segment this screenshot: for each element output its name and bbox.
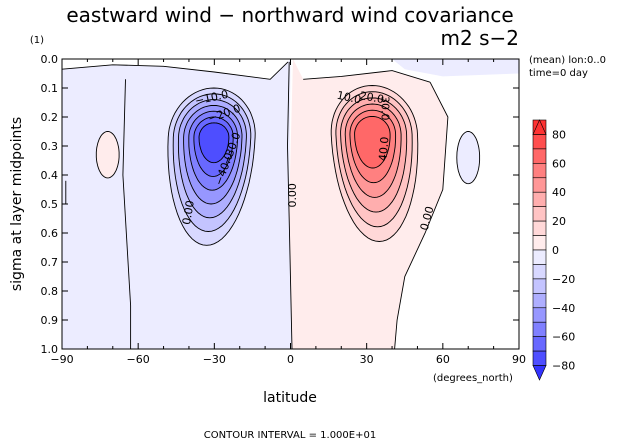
- colorbar-tick-label: 60: [552, 157, 566, 170]
- y-tick-label: 1.0: [41, 343, 59, 356]
- neg-contour-20: [172, 93, 252, 232]
- contour-label-8: 0.00: [180, 199, 197, 225]
- contour-fill-bands: [62, 59, 519, 349]
- contour-label-6: 30.0: [378, 96, 391, 121]
- pos-contour-30: [340, 97, 408, 213]
- neg-band-70: [199, 122, 229, 163]
- colorbar-segment: [532, 206, 547, 222]
- zero-contour-1: [394, 81, 449, 350]
- y-tick-label: 0.4: [41, 169, 59, 182]
- colorbar-segment: [532, 163, 547, 179]
- cell-west-positive: [95, 131, 120, 179]
- x-tick-label: −90: [50, 353, 73, 366]
- contour-label-4: 10.0: [336, 89, 363, 107]
- zero-contour-4: [122, 79, 132, 349]
- zero-contour-0: [287, 61, 293, 350]
- contour-label-9: 0.00: [286, 183, 299, 208]
- colorbar: 80 60 40 20 0 −20 −40 −60 −80: [532, 119, 575, 381]
- x-tick-label: 30: [360, 353, 374, 366]
- colorbar-segment: [532, 321, 547, 337]
- pos-contour-40: [344, 103, 402, 198]
- y-tick-label: 0.8: [41, 285, 59, 298]
- colorbar-segment: [532, 134, 547, 150]
- colorbar-tick-label: −80: [552, 360, 575, 373]
- plot-area: −10.0−20.0−30.0−40.010.020.030.040.00.00…: [61, 58, 520, 350]
- colorbar-segment: [532, 148, 547, 164]
- pos-contour-20: [335, 91, 413, 228]
- pos-contour-10: [330, 85, 419, 242]
- x-axis-unit: (degrees_north): [433, 373, 513, 384]
- zero-contour-2: [61, 61, 289, 80]
- y-axis: 0.0 0.1 0.2 0.3 0.4 0.5 0.6 0.7 0.8 0.9 1.0: [41, 53, 519, 356]
- x-axis-label: latitude: [263, 390, 317, 406]
- colorbar-segment: [532, 264, 547, 280]
- colorbar-segment: [532, 249, 547, 265]
- neg-contour-60: [193, 116, 234, 177]
- pos-band-60: [354, 116, 391, 168]
- colorbar-top-triangle: [532, 119, 547, 135]
- colorbar-segment: [532, 278, 547, 294]
- colorbar-bottom-triangle: [532, 365, 547, 381]
- y-tick-label: 0.5: [41, 198, 59, 211]
- colorbar-segment: [532, 293, 547, 309]
- neg-contour-40: [183, 104, 243, 205]
- pos-contour-50: [349, 109, 397, 184]
- x-axis: −90 −60 −30 0 30 60 90: [50, 59, 526, 366]
- colorbar-segment: [532, 350, 547, 366]
- y-tick-label: 0.1: [41, 82, 59, 95]
- colorbar-tick-label: 0: [552, 244, 559, 257]
- neg-contour-30: [177, 99, 247, 219]
- units-label: m2 s−2: [441, 26, 519, 50]
- colorbar-segment: [532, 177, 547, 193]
- chart-title: eastward wind − northward wind covarianc…: [66, 3, 513, 27]
- colorbar-tick-label: 80: [552, 128, 566, 141]
- colorbar-segment: [532, 220, 547, 236]
- colorbar-segment: [532, 336, 547, 352]
- info-line-mean: (mean) lon:0..0: [529, 55, 606, 66]
- y-tick-label: 0.2: [41, 111, 59, 124]
- x-tick-label: −60: [127, 353, 150, 366]
- footer-contour-interval: CONTOUR INTERVAL = 1.000E+01: [204, 430, 376, 441]
- info-line-time: time=0 day: [529, 68, 588, 79]
- x-tick-label: 0: [287, 353, 294, 366]
- y-tick-label: 0.9: [41, 314, 59, 327]
- corner-label: (1): [30, 35, 44, 46]
- x-tick-label: 90: [512, 353, 526, 366]
- y-axis-label: sigma at layer midpoints: [9, 117, 25, 291]
- colorbar-tick-label: −40: [552, 302, 575, 315]
- contour-label-10: 0.00: [418, 205, 437, 232]
- y-tick-label: 0.3: [41, 140, 59, 153]
- y-tick-label: 0.6: [41, 227, 59, 240]
- contour-label-7: 40.0: [376, 136, 391, 162]
- colorbar-tick-label: 20: [552, 215, 566, 228]
- cell-east-negative: [456, 131, 481, 185]
- colorbar-segment: [532, 235, 547, 251]
- y-tick-label: 0.7: [41, 256, 59, 269]
- neg-contour-50: [188, 110, 239, 191]
- zero-contour-3: [303, 70, 431, 83]
- colorbar-segment: [532, 307, 547, 323]
- x-tick-label: 60: [436, 353, 450, 366]
- colorbar-tick-label: −60: [552, 331, 575, 344]
- colorbar-segment: [532, 191, 547, 207]
- neg-contour-10: [167, 87, 256, 246]
- colorbar-tick-label: 40: [552, 186, 566, 199]
- contour-label-5: 20.0: [359, 89, 385, 106]
- y-tick-label: 0.0: [41, 53, 59, 66]
- band-top-negative: [392, 59, 519, 77]
- colorbar-tick-label: −20: [552, 273, 575, 286]
- x-tick-label: −30: [203, 353, 226, 366]
- contour-lines: [61, 61, 449, 350]
- pos-contour-60: [354, 115, 391, 169]
- neg-contour-70: [198, 122, 230, 164]
